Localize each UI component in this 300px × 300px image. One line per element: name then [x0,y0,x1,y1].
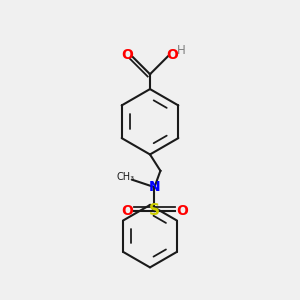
Text: H: H [177,44,186,58]
Text: CH₃: CH₃ [117,172,135,182]
Text: O: O [176,204,188,218]
Text: O: O [121,48,133,62]
Text: N: N [148,180,160,194]
Text: O: O [167,48,178,62]
Text: S: S [149,203,160,218]
Text: O: O [121,204,133,218]
